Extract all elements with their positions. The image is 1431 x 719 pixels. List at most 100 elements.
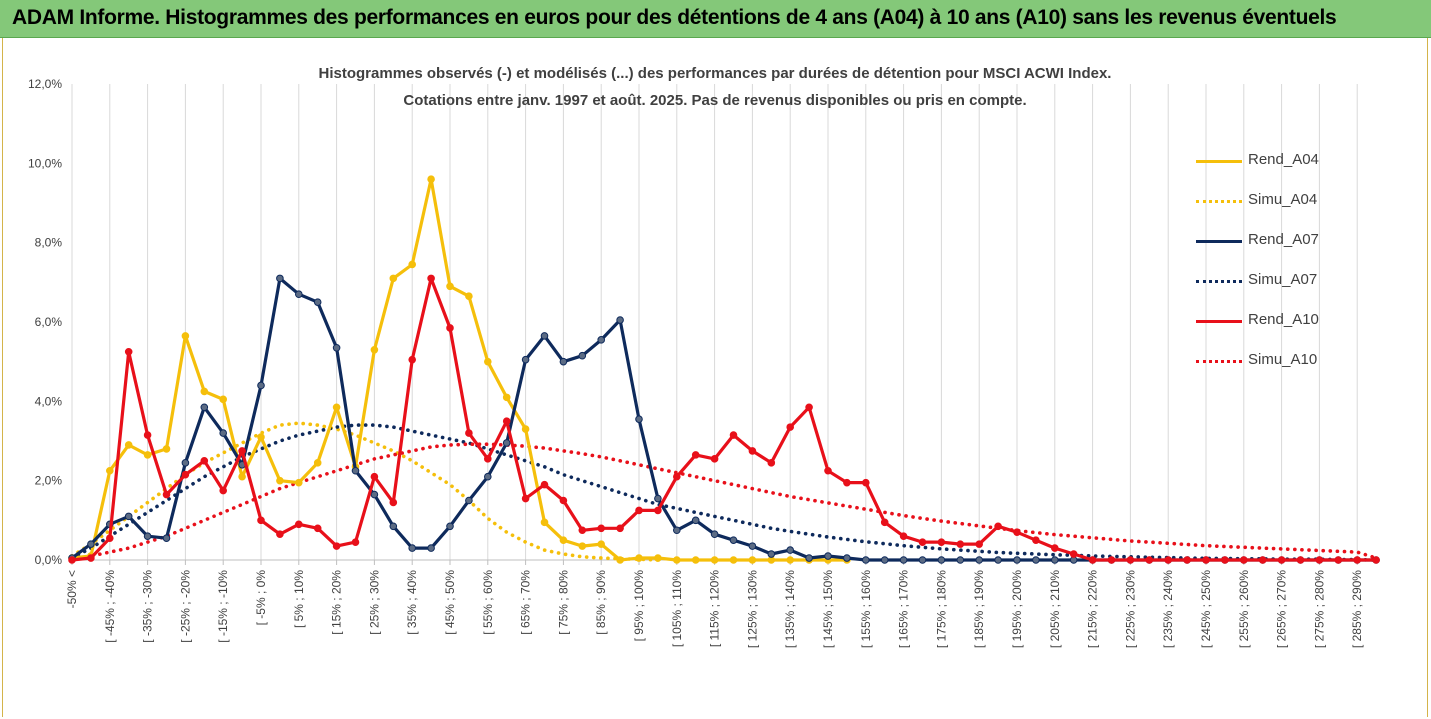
- data-point: [276, 274, 284, 283]
- data-point: [767, 550, 776, 558]
- data-point: [691, 556, 700, 564]
- legend-item-rend-a04: Rend_A04: [1188, 146, 1358, 186]
- data-point: [540, 332, 549, 340]
- data-point: [313, 524, 322, 533]
- y-tick-label: 0,0%: [35, 553, 63, 567]
- header-banner: ADAM Informe. Histogrammes des performan…: [0, 0, 1431, 38]
- legend-label: Rend_A04: [1248, 151, 1319, 168]
- data-point: [1296, 556, 1305, 564]
- data-point: [994, 556, 1002, 564]
- data-point: [446, 522, 454, 531]
- legend-label: Simu_A04: [1248, 191, 1318, 208]
- y-tick-label: 12,0%: [28, 77, 62, 91]
- x-tick-label: [ 75% ; 80%: [556, 570, 570, 635]
- data-point: [332, 343, 341, 352]
- data-point: [1032, 536, 1040, 544]
- data-point: [710, 455, 719, 463]
- legend-label: Simu_A10: [1248, 351, 1318, 368]
- data-point: [370, 490, 379, 499]
- data-point: [540, 518, 549, 527]
- data-point: [1051, 544, 1059, 552]
- data-point: [389, 498, 398, 507]
- data-point: [124, 512, 133, 521]
- x-tick-label: [ 275% ; 280%: [1312, 570, 1326, 648]
- x-tick-label: [ 25% ; 30%: [367, 570, 381, 635]
- data-point: [710, 556, 719, 564]
- data-point: [1315, 556, 1324, 564]
- data-point: [313, 459, 322, 467]
- x-tick-label: [ 145% ; 150%: [821, 570, 835, 648]
- data-point: [106, 534, 114, 542]
- data-point: [1334, 556, 1343, 564]
- data-point: [238, 447, 246, 455]
- data-point: [332, 403, 341, 412]
- x-tick-label: [ 45% ; 50%: [443, 570, 457, 635]
- data-point: [106, 466, 114, 475]
- data-point: [87, 540, 95, 548]
- data-point: [1240, 556, 1248, 564]
- x-tick-label: [ -5% ; 0%: [254, 570, 268, 626]
- data-point: [786, 423, 795, 431]
- data-point: [843, 554, 851, 562]
- legend-label: Rend_A10: [1248, 311, 1319, 328]
- data-point: [219, 486, 227, 495]
- data-point: [351, 538, 360, 546]
- data-point: [1145, 556, 1154, 564]
- data-point: [276, 476, 284, 485]
- legend-swatch: [1196, 280, 1242, 283]
- data-point: [351, 466, 360, 475]
- data-point: [446, 282, 454, 291]
- data-point: [143, 431, 152, 439]
- y-tick-label: 2,0%: [35, 474, 63, 488]
- x-tick-label: [ 195% ; 200%: [1010, 570, 1024, 648]
- x-tick-label: [ 175% ; 180%: [934, 570, 948, 648]
- legend-item-simu-a07: Simu_A07: [1188, 266, 1358, 306]
- data-point: [257, 516, 265, 525]
- x-tick-label: [ 125% ; 130%: [745, 570, 759, 648]
- x-tick-label: [ 65% ; 70%: [519, 570, 533, 635]
- legend-swatch: [1196, 320, 1242, 323]
- data-point: [295, 478, 303, 487]
- data-point: [673, 556, 681, 564]
- legend-swatch: [1196, 360, 1242, 363]
- data-point: [540, 480, 549, 489]
- data-point: [975, 556, 984, 564]
- data-point: [635, 554, 643, 562]
- data-point: [786, 546, 795, 554]
- data-point: [295, 290, 303, 299]
- data-point: [427, 274, 435, 283]
- legend-swatch: [1196, 200, 1242, 203]
- data-point: [521, 355, 530, 364]
- chart-grid: [71, 84, 1377, 561]
- x-tick-label: [ 105% ; 110%: [670, 570, 684, 647]
- report-title: ADAM Informe. Histogrammes des performan…: [12, 6, 1337, 29]
- data-point: [87, 554, 95, 562]
- data-point: [880, 556, 889, 564]
- data-point: [748, 542, 757, 550]
- data-point: [654, 506, 662, 515]
- x-tick-label: [ 165% ; 170%: [897, 570, 911, 648]
- series-line-simu-a07: [70, 423, 1378, 562]
- data-point: [597, 524, 606, 533]
- x-tick-label: [ 15% ; 20%: [330, 570, 344, 635]
- data-point: [691, 451, 700, 459]
- data-point: [559, 357, 568, 366]
- data-point: [124, 347, 133, 356]
- y-tick-label: 8,0%: [35, 236, 63, 250]
- x-tick-label: [ -25% ; -20%: [178, 570, 192, 643]
- data-point: [1372, 556, 1380, 564]
- data-point: [1258, 556, 1267, 564]
- data-point: [956, 540, 965, 548]
- x-tick-label: [ 285% ; 290%: [1350, 570, 1364, 648]
- data-point: [559, 496, 568, 505]
- data-point: [181, 470, 190, 479]
- data-point: [578, 526, 587, 535]
- x-tick-label: [ 225% ; 230%: [1123, 570, 1137, 648]
- data-point: [1202, 556, 1210, 564]
- data-point: [521, 425, 530, 433]
- data-point: [767, 459, 776, 467]
- x-tick-label: [ 265% ; 270%: [1275, 570, 1289, 648]
- legend-item-rend-a10: Rend_A10: [1188, 306, 1358, 346]
- series-line-simu-a10: [70, 442, 1378, 562]
